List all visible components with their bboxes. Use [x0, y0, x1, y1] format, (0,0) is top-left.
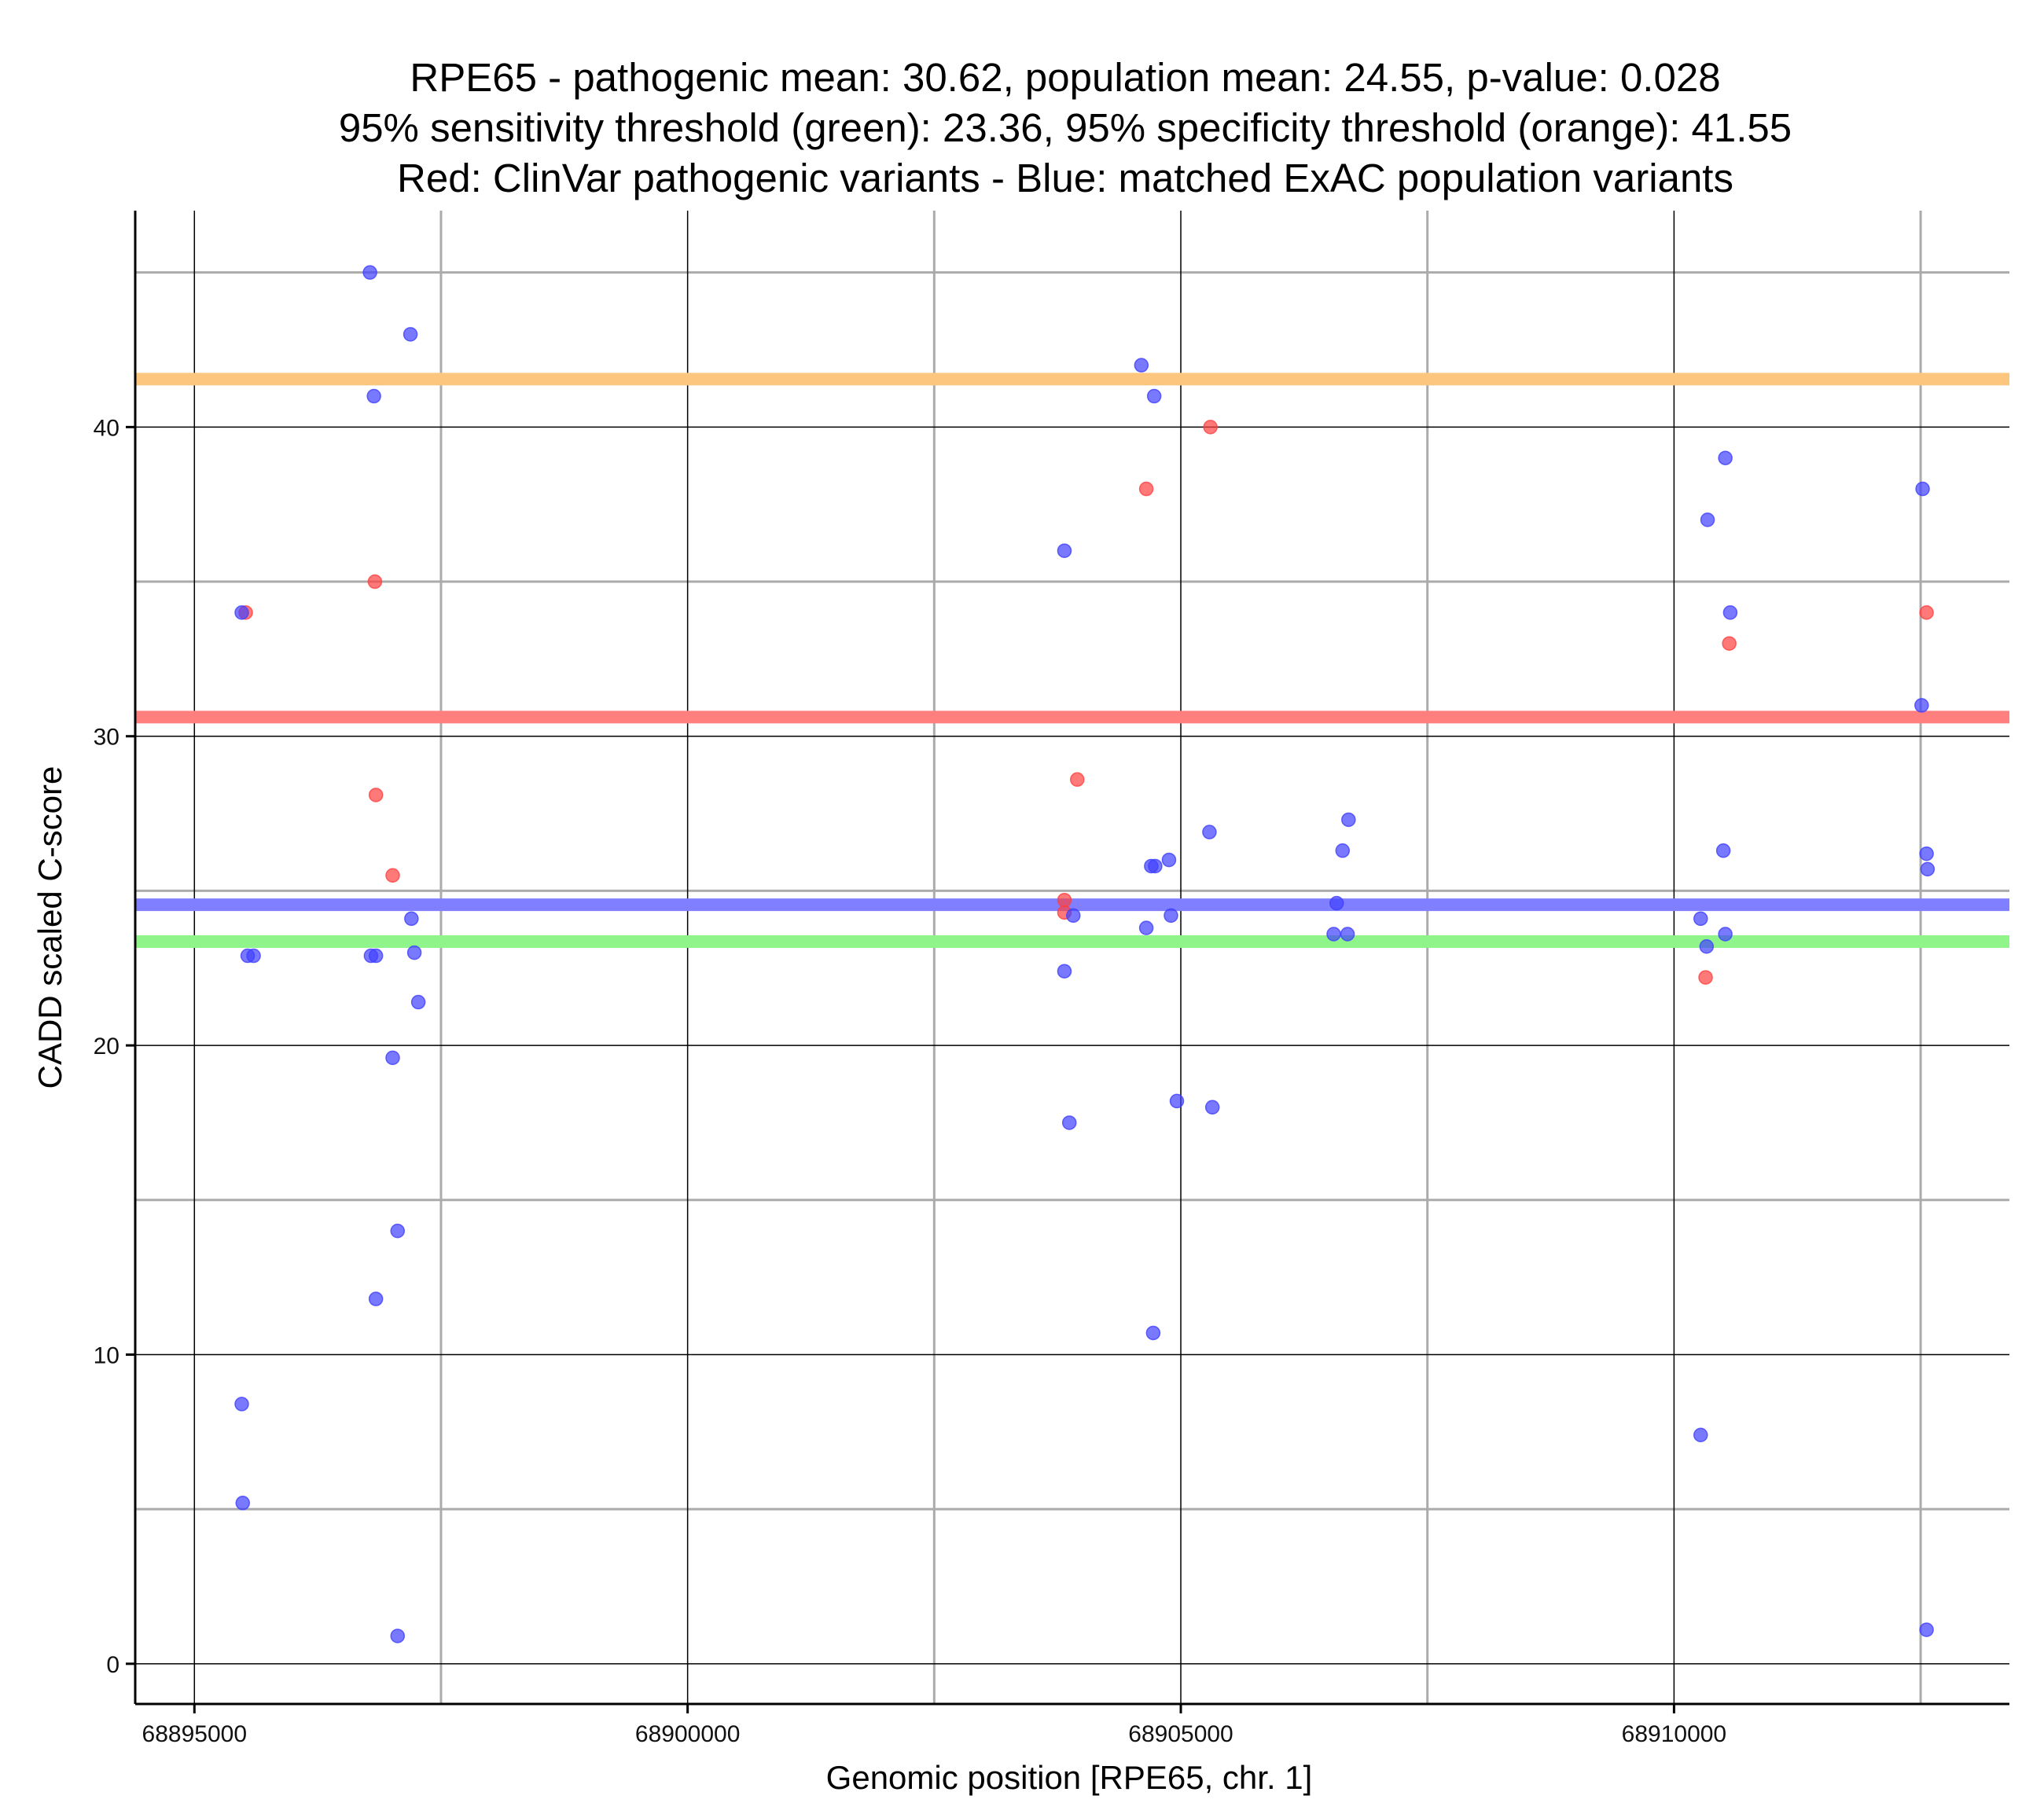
population-point-36: [1341, 812, 1356, 828]
population-point-35: [1340, 927, 1355, 942]
x-tick-label-0: 68895000: [142, 1721, 247, 1747]
axis-ticks: 0 10 20 30 40 68895000 68900000 68905000 6891000…: [94, 415, 1727, 1747]
x-tick-label-2: 68905000: [1128, 1721, 1233, 1747]
population-point-1: [403, 327, 418, 342]
y-tick-label-3: 30: [94, 725, 119, 751]
population-point-3: [234, 605, 249, 620]
data-points: [234, 265, 1936, 1643]
population-point-0: [362, 265, 377, 280]
pathogenic-point-7: [1057, 892, 1072, 908]
population-point-8: [404, 911, 419, 927]
population-point-43: [1699, 938, 1715, 954]
y-tick-label-4: 40: [94, 415, 119, 441]
pathogenic-point-11: [1919, 605, 1934, 620]
pathogenic-point-5: [1203, 420, 1218, 435]
pathogenic-point-10: [1722, 636, 1737, 651]
population-point-2: [366, 388, 381, 404]
x-tick-label-1: 68900000: [635, 1721, 740, 1747]
population-point-41: [1693, 911, 1708, 927]
x-axis-title: Genomic position [RPE65, chr. 1]: [826, 1759, 1313, 1796]
population-point-28: [1169, 1093, 1185, 1109]
population-point-13: [368, 1291, 384, 1306]
population-point-27: [1164, 908, 1178, 924]
population-point-31: [1145, 1325, 1161, 1341]
population-point-48: [1920, 861, 1936, 877]
y-axis-title: CADD scaled C-score: [31, 766, 68, 1089]
population-point-26: [1161, 852, 1177, 868]
population-point-45: [1915, 481, 1930, 497]
population-point-37: [1718, 450, 1733, 465]
population-point-29: [1202, 824, 1217, 839]
population-point-9: [406, 945, 422, 960]
chart-title-line-1: RPE65 - pathogenic mean: 30.62, populati…: [410, 55, 1720, 100]
population-point-16: [390, 1629, 406, 1643]
population-point-39: [1722, 605, 1738, 620]
grid-lines: [135, 211, 2009, 1704]
population-point-11: [385, 1050, 400, 1066]
population-point-7: [368, 948, 384, 964]
population-point-47: [1919, 846, 1934, 861]
population-point-38: [1700, 512, 1715, 527]
population-point-40: [1715, 843, 1731, 858]
chart-title-line-3: Red: ClinVar pathogenic variants - Blue:…: [397, 156, 1733, 200]
population-point-15: [235, 1496, 251, 1511]
axes: [134, 211, 2009, 1706]
population-point-25: [1148, 858, 1163, 874]
population-point-42: [1718, 927, 1733, 942]
population-point-14: [234, 1397, 249, 1412]
chart-title-line-2: 95% sensitivity threshold (green): 23.36…: [339, 105, 1792, 150]
population-point-21: [1057, 964, 1072, 979]
population-point-30: [1204, 1100, 1220, 1115]
population-point-18: [1146, 388, 1162, 404]
population-point-20: [1066, 908, 1081, 924]
population-point-19: [1057, 543, 1072, 558]
population-point-34: [1335, 843, 1351, 858]
population-point-23: [1138, 920, 1154, 935]
x-tick-label-3: 68910000: [1622, 1721, 1726, 1747]
pathogenic-point-1: [367, 574, 383, 589]
population-point-10: [410, 994, 426, 1010]
population-point-5: [246, 948, 261, 964]
y-tick-label-1: 10: [94, 1342, 119, 1368]
population-point-49: [1919, 1622, 1934, 1637]
population-point-46: [1914, 698, 1929, 713]
pathogenic-point-9: [1698, 970, 1713, 985]
y-tick-label-2: 20: [94, 1034, 119, 1059]
population-point-33: [1326, 927, 1341, 942]
pathogenic-point-2: [368, 788, 384, 802]
population-point-44: [1693, 1427, 1708, 1443]
population-point-22: [1061, 1115, 1077, 1130]
population-point-17: [1134, 358, 1149, 373]
pathogenic-point-4: [1138, 481, 1154, 497]
pathogenic-point-3: [385, 868, 400, 883]
population-point-12: [390, 1223, 406, 1239]
y-tick-label-0: 0: [106, 1652, 119, 1678]
population-point-32: [1329, 895, 1344, 911]
pathogenic-point-6: [1070, 772, 1085, 788]
reference-lines: [135, 373, 2009, 948]
